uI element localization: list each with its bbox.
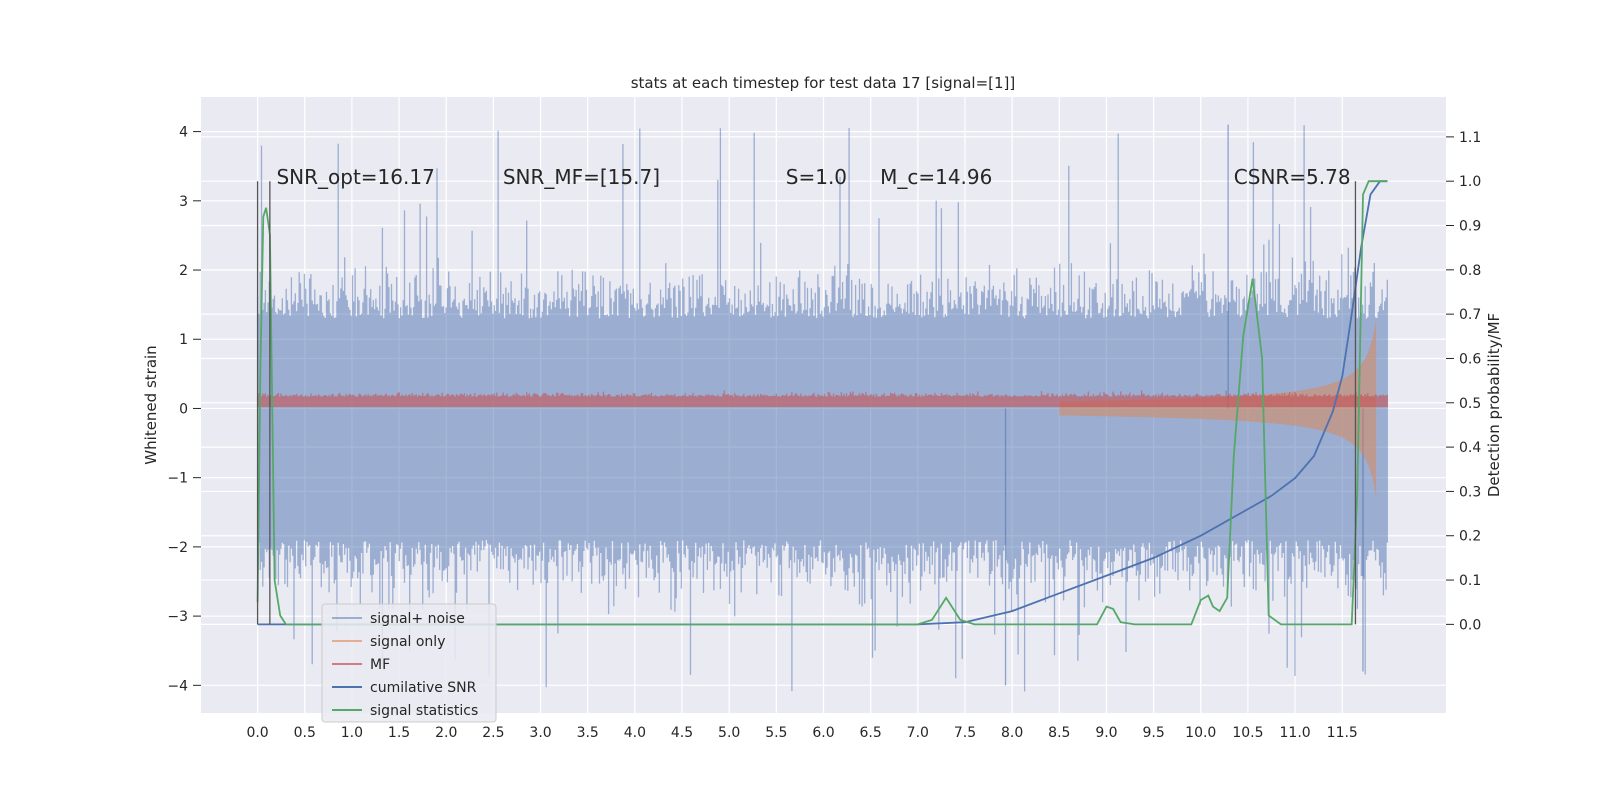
y-left-tick-label: −4	[167, 678, 188, 694]
y-left-tick-label: 1	[179, 332, 188, 348]
chart-title: stats at each timestep for test data 17 …	[631, 74, 1016, 92]
y-right-tick-label: 0.5	[1459, 396, 1481, 412]
x-tick-label: 5.5	[765, 725, 787, 741]
y-left-axis-ticks: −4 −3 −2 −1 0 1 2 3 4	[167, 125, 201, 694]
legend-label: signal statistics	[370, 703, 478, 719]
x-tick-label: 0.0	[246, 725, 268, 741]
y-right-tick-label: 0.4	[1459, 440, 1481, 456]
x-tick-label: 6.0	[812, 725, 834, 741]
y-right-tick-label: 0.8	[1459, 263, 1481, 279]
x-tick-label: 9.5	[1142, 725, 1164, 741]
x-tick-label: 3.5	[577, 725, 599, 741]
x-tick-label: 9.0	[1095, 725, 1117, 741]
annotations: SNR_opt=16.17 SNR_MF=[15.7] S=1.0 M_c=14.96…	[276, 165, 1350, 189]
y-right-tick-label: 0.9	[1459, 219, 1481, 235]
legend-label: signal+ noise	[370, 611, 465, 627]
y-right-tick-label: 0.7	[1459, 307, 1481, 323]
y-right-axis-ticks: 0.0 0.1 0.2 0.3 0.4 0.5 0.6 0.7 0.8 0.9 1.0 1.1	[1446, 130, 1481, 633]
x-tick-label: 8.0	[1001, 725, 1023, 741]
annotation: M_c=14.96	[880, 165, 992, 189]
y-right-tick-label: 1.1	[1459, 130, 1481, 146]
y-right-tick-label: 0.1	[1459, 573, 1481, 589]
x-tick-label: 8.5	[1048, 725, 1070, 741]
x-tick-label: 0.5	[294, 725, 316, 741]
legend: signal+ noise signal only MF cumilative SNR…	[321, 603, 497, 723]
y-right-tick-label: 0.3	[1459, 484, 1481, 500]
x-tick-label: 4.0	[624, 725, 646, 741]
y-left-tick-label: 4	[179, 125, 188, 141]
y-right-tick-label: 1.0	[1459, 174, 1481, 190]
plot-area	[256, 124, 1388, 692]
y-left-tick-label: 2	[179, 263, 188, 279]
x-tick-label: 11.5	[1327, 725, 1358, 741]
y-left-tick-label: −3	[167, 609, 188, 625]
y-left-tick-label: −1	[167, 471, 188, 487]
y-left-tick-label: −2	[167, 540, 188, 556]
x-tick-label: 1.5	[388, 725, 410, 741]
legend-label: signal only	[370, 634, 445, 650]
legend-box	[321, 603, 497, 723]
x-tick-label: 2.0	[435, 725, 457, 741]
x-tick-label: 10.5	[1232, 725, 1263, 741]
x-tick-label: 7.5	[954, 725, 976, 741]
annotation: SNR_MF=[15.7]	[503, 165, 660, 189]
y-right-axis-label: Detection probability/MF	[1485, 313, 1503, 497]
legend-label: MF	[370, 657, 390, 673]
series-signal-statistics	[256, 180, 1388, 626]
y-left-axis-label: Whitened strain	[142, 345, 160, 464]
x-tick-label: 11.0	[1280, 725, 1311, 741]
annotation: CSNR=5.78	[1234, 165, 1351, 189]
legend-label: cumilative SNR	[370, 680, 477, 696]
y-right-tick-label: 0.0	[1459, 617, 1481, 633]
series-signal-only	[1059, 318, 1377, 499]
x-axis-ticks: 0.0 0.5 1.0 1.5 2.0 2.5 3.0 3.5 4.0 4.5 5.0 5.5 6.0 6…	[246, 725, 1357, 741]
y-left-tick-label: 0	[179, 401, 188, 417]
x-tick-label: 5.0	[718, 725, 740, 741]
x-tick-label: 6.5	[860, 725, 882, 741]
annotation: S=1.0	[786, 165, 847, 189]
x-tick-label: 4.5	[671, 725, 693, 741]
x-tick-label: 3.0	[529, 725, 551, 741]
x-tick-label: 10.0	[1185, 725, 1216, 741]
x-tick-label: 1.0	[341, 725, 363, 741]
y-right-tick-label: 0.6	[1459, 351, 1481, 367]
y-right-tick-label: 0.2	[1459, 529, 1481, 545]
x-tick-label: 2.5	[482, 725, 504, 741]
x-tick-label: 7.0	[907, 725, 929, 741]
y-left-tick-label: 3	[179, 194, 188, 210]
annotation: SNR_opt=16.17	[276, 165, 434, 189]
